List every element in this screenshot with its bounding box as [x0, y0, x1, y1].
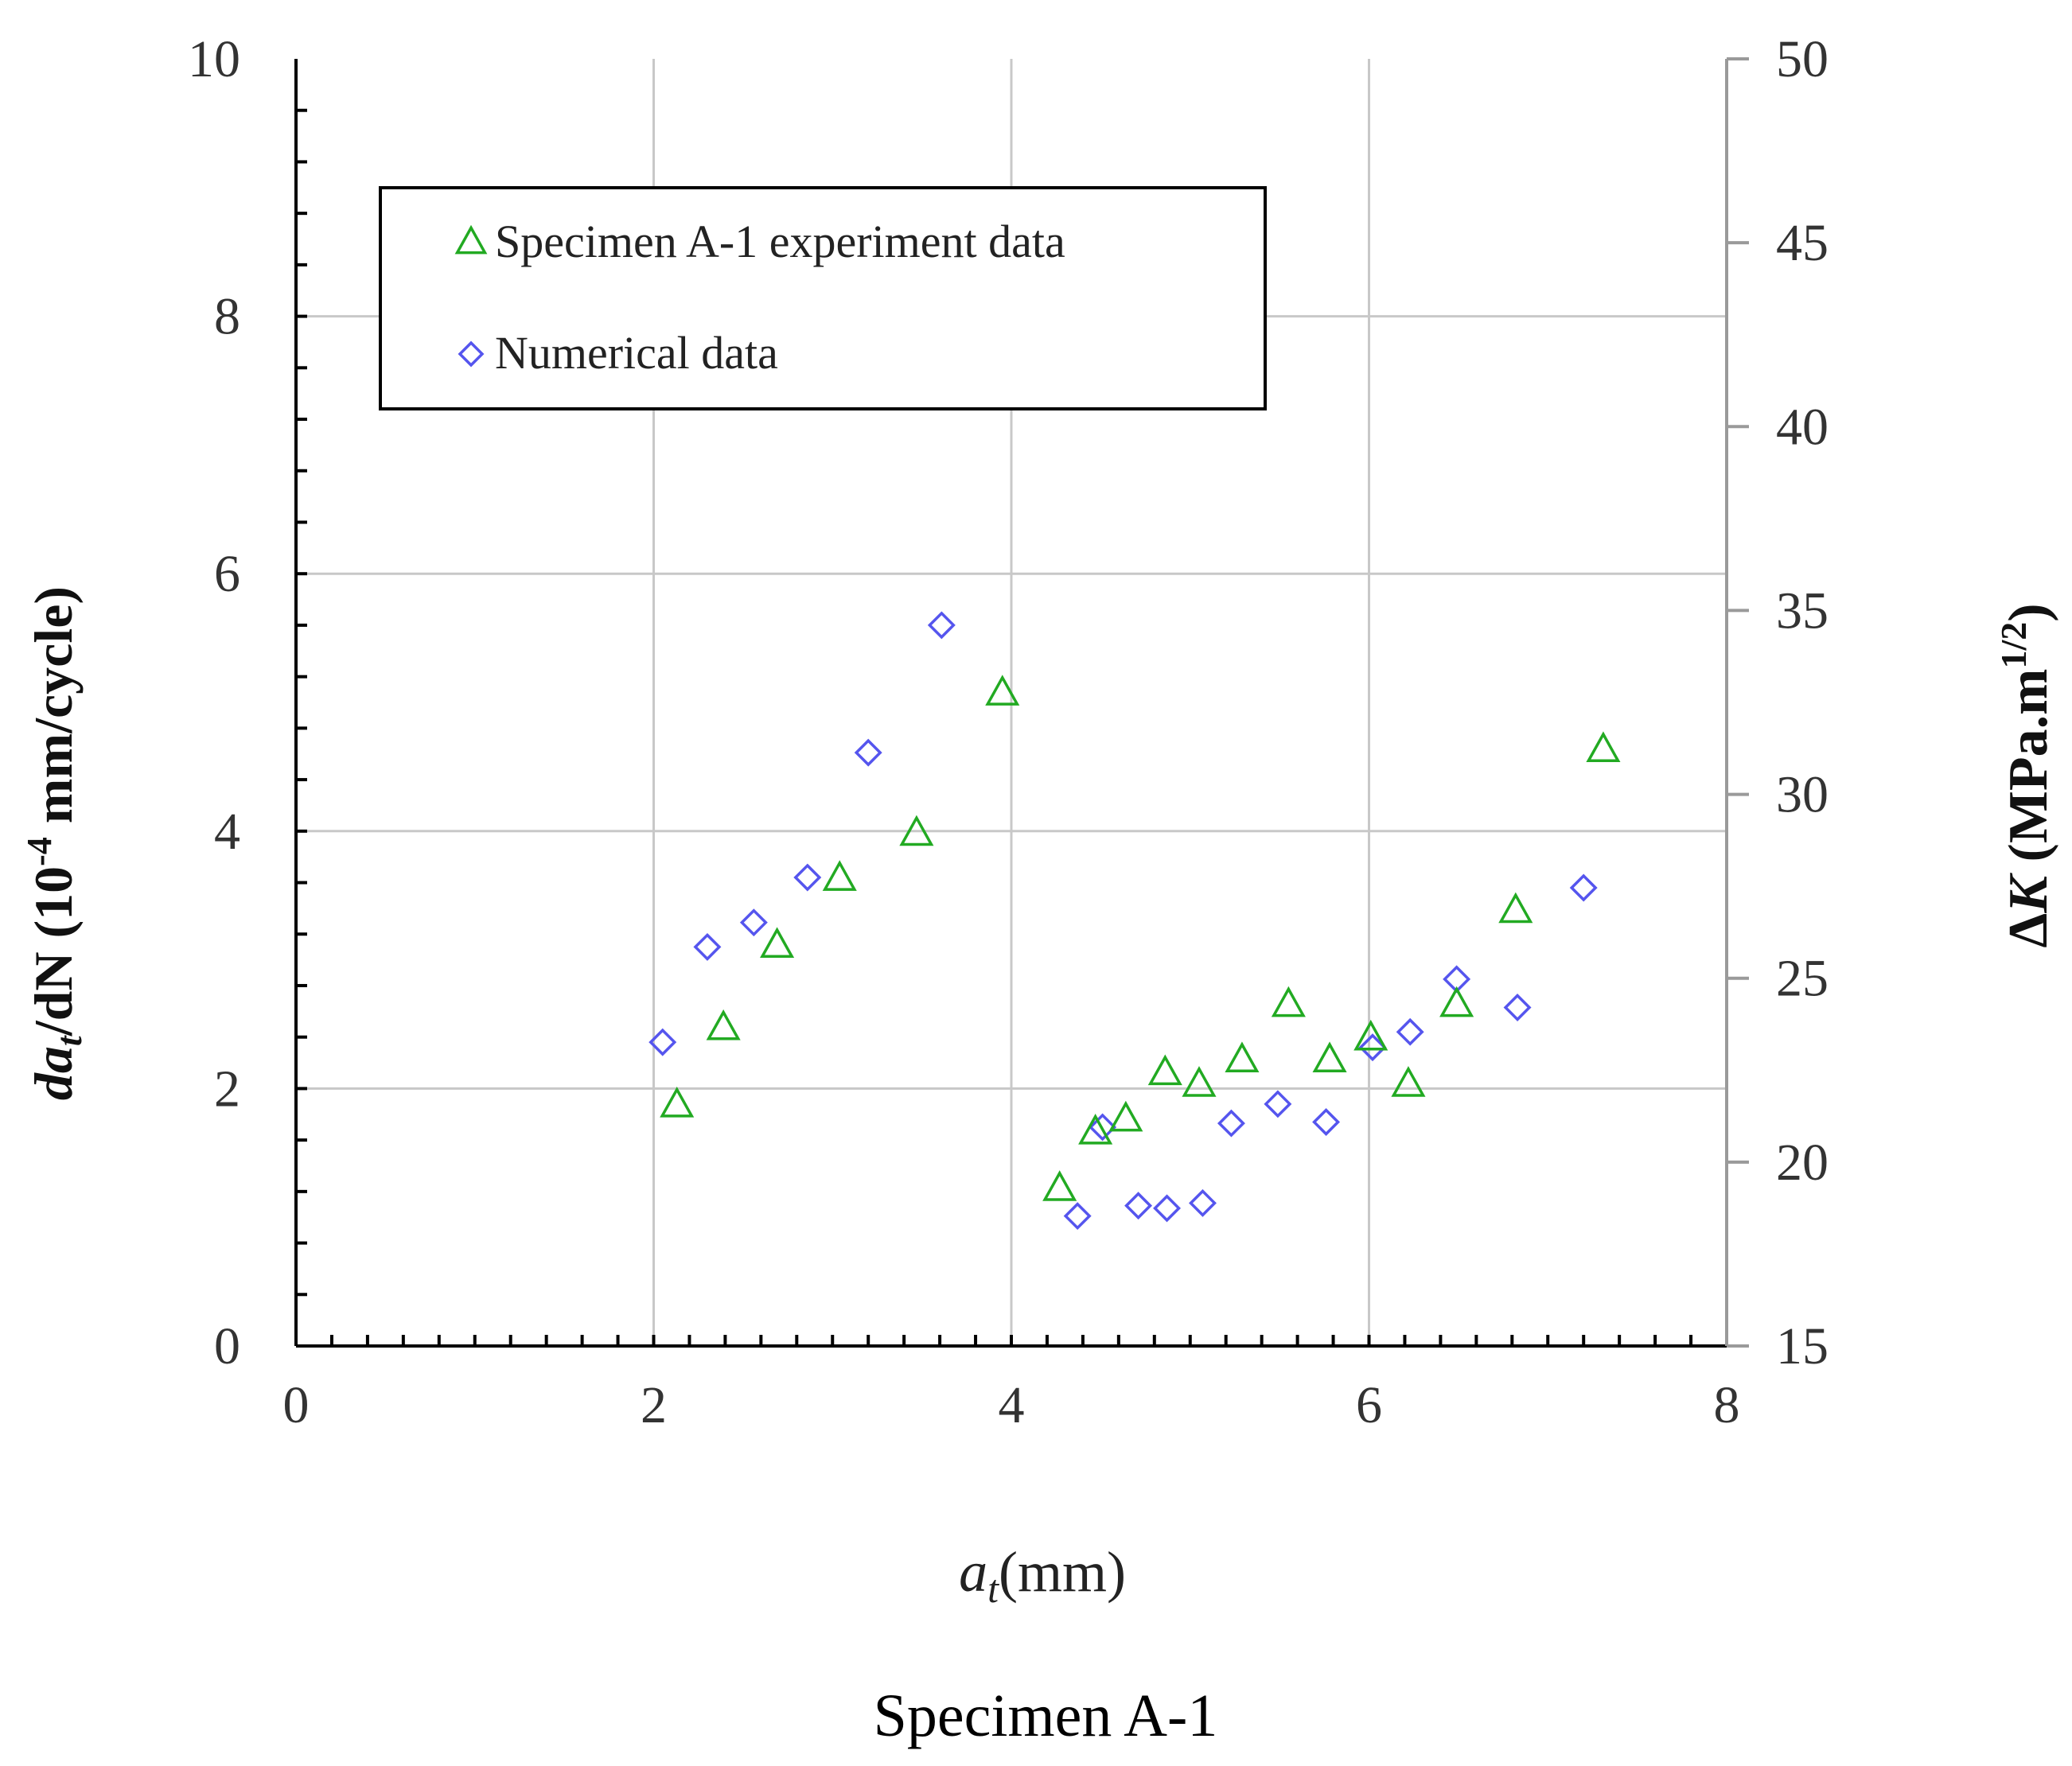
experiment-point	[1182, 1066, 1217, 1097]
x-tick-label: 8	[1714, 1376, 1740, 1434]
y-right-tick-label: 15	[1776, 1317, 1829, 1375]
y-left-tick-label: 4	[214, 803, 240, 861]
legend: Specimen A-1 experiment data Numerical d…	[379, 186, 1267, 410]
experiment-point	[1498, 892, 1533, 924]
x-tick-label: 6	[1356, 1376, 1382, 1434]
y-right-tick-label: 25	[1776, 950, 1829, 1008]
legend-marker-experiment	[454, 224, 488, 255]
numerical-point	[1153, 1194, 1182, 1223]
y-left-label-prefix: da	[23, 1046, 84, 1100]
numerical-point	[648, 1028, 677, 1056]
legend-box	[379, 186, 1267, 410]
y-axis-label-right: ΔK (MPa.m1/2)	[1993, 603, 2059, 947]
numerical-point	[1264, 1090, 1292, 1118]
experiment-point	[985, 675, 1020, 706]
numerical-point	[927, 611, 956, 640]
y-right-label-prefix: Δ	[1998, 913, 2059, 948]
numerical-point	[1063, 1202, 1092, 1231]
y-left-tick-label: 8	[214, 288, 240, 346]
experiment-point	[660, 1087, 695, 1118]
y-right-label-mid: (MPa.m	[1998, 669, 2059, 876]
y-left-label-suffix: mm/cycle)	[23, 586, 84, 837]
experiment-point	[899, 815, 934, 846]
numerical-point	[1312, 1107, 1341, 1136]
y-left-label-sub: t	[49, 1035, 89, 1046]
x-axis-label-unit: (mm)	[999, 1540, 1126, 1604]
y-right-tick-label: 40	[1776, 398, 1829, 456]
numerical-point	[1396, 1017, 1424, 1046]
y-right-tick-label: 30	[1776, 766, 1829, 824]
legend-label-experiment: Specimen A-1 experiment data	[495, 216, 1065, 267]
experiment-point	[1312, 1041, 1347, 1072]
numerical-point	[1089, 1113, 1117, 1142]
experiment-point	[1391, 1066, 1426, 1097]
numerical-point	[739, 908, 768, 937]
experiment-point	[1147, 1054, 1182, 1086]
legend-diamond-icon	[458, 340, 485, 368]
y-right-tick-label: 35	[1776, 582, 1829, 640]
y-right-label-suffix: )	[1998, 603, 2059, 621]
numerical-point	[1189, 1188, 1217, 1217]
figure-caption: Specimen A-1	[874, 1682, 1218, 1749]
y-right-tick-label: 20	[1776, 1134, 1829, 1192]
experiment-point	[760, 927, 795, 958]
numerical-point	[1358, 1033, 1387, 1062]
tick-labels: 0 2 4 6 8 0 2 4 6 8 10 15 20 25 30 35 40 45 50	[188, 30, 1829, 1434]
experiment-point	[1078, 1113, 1113, 1145]
y-left-label-mid: /dN (10	[23, 866, 84, 1037]
y-left-tick-label: 6	[214, 545, 240, 603]
experiment-point	[1108, 1100, 1143, 1132]
x-tick-label: 2	[641, 1376, 667, 1434]
numerical-point	[693, 932, 722, 961]
legend-label-numerical: Numerical data	[495, 327, 778, 379]
y-left-label-exp: -4	[20, 837, 59, 866]
experiment-point	[1042, 1170, 1077, 1201]
y-left-tick-label: 0	[214, 1317, 240, 1375]
experiment-point	[706, 1009, 741, 1041]
x-axis-label-main: a	[959, 1540, 987, 1604]
x-tick-label: 4	[999, 1376, 1025, 1434]
y-axis-label-left: dat/dN (10-4 mm/cycle)	[20, 586, 89, 1100]
x-axis-label: at(mm)	[959, 1540, 1126, 1611]
numerical-point	[1569, 873, 1598, 902]
experiment-point	[1271, 986, 1306, 1017]
numerical-point	[1503, 993, 1532, 1021]
experiment-point	[1439, 986, 1474, 1017]
tick-marks	[296, 57, 1749, 1348]
numerical-point	[1217, 1109, 1245, 1138]
experiment-point	[1353, 1019, 1388, 1051]
experiment-point	[822, 860, 857, 891]
numerical-point	[1124, 1192, 1153, 1220]
x-axis-label-sub: t	[987, 1566, 999, 1611]
y-left-tick-label: 10	[188, 30, 240, 88]
y-right-label-exp: 1/2	[1993, 622, 2034, 669]
experiment-point	[1586, 731, 1621, 763]
x-tick-label: 0	[283, 1376, 310, 1434]
experiment-point	[1225, 1041, 1260, 1072]
legend-triangle-icon	[454, 224, 488, 255]
y-right-tick-label: 45	[1776, 214, 1829, 272]
numerical-point	[793, 863, 822, 892]
y-left-tick-label: 2	[214, 1060, 240, 1118]
legend-marker-numerical	[458, 340, 485, 368]
data-points	[648, 611, 1621, 1231]
y-right-label-k: K	[1998, 873, 2059, 914]
numerical-point	[854, 738, 882, 767]
y-right-tick-label: 50	[1776, 30, 1829, 88]
